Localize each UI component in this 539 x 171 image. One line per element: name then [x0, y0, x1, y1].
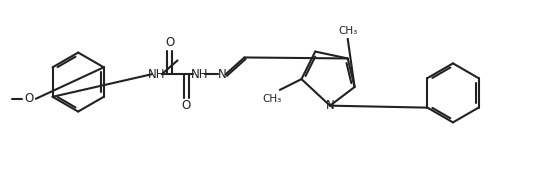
- Text: N: N: [326, 99, 334, 112]
- Text: CH₃: CH₃: [262, 94, 281, 104]
- Text: NH: NH: [190, 68, 208, 81]
- Text: N: N: [217, 68, 226, 81]
- Text: O: O: [165, 36, 174, 49]
- Text: NH: NH: [148, 68, 165, 81]
- Text: O: O: [24, 92, 33, 105]
- Text: O: O: [182, 99, 191, 112]
- Text: CH₃: CH₃: [338, 26, 357, 36]
